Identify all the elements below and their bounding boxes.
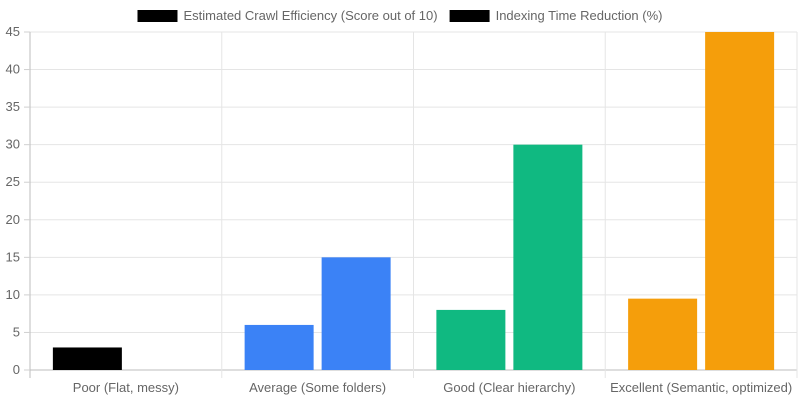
- y-tick-label: 35: [6, 99, 20, 114]
- bar-series-1-category-4: [628, 298, 698, 370]
- legend-label-series-2: Indexing Time Reduction (%): [496, 8, 663, 23]
- legend-label-series-1: Estimated Crawl Efficiency (Score out of…: [183, 8, 437, 23]
- legend-swatch-series-2: [449, 10, 490, 22]
- y-tick-label: 30: [6, 137, 20, 152]
- y-tick-label: 40: [6, 62, 20, 77]
- bar-series-1-category-2: [244, 324, 314, 370]
- chart-legend: Estimated Crawl Efficiency (Score out of…: [137, 8, 663, 23]
- y-tick-label: 15: [6, 249, 20, 264]
- y-axis: 0 5 10 15 20 25 30 35 40 45: [6, 24, 30, 377]
- x-tick-label: Good (Clear hierarchy): [443, 380, 575, 395]
- y-tick-label: 25: [6, 174, 20, 189]
- x-tick-label: Excellent (Semantic, optimized): [610, 380, 792, 395]
- chart-bars: [52, 32, 775, 370]
- bar-series-2-category-3: [513, 144, 583, 370]
- y-tick-label: 5: [13, 324, 20, 339]
- bar-series-2-category-4: [705, 32, 775, 370]
- bar-series-1-category-1: [52, 347, 122, 370]
- chart-grid: [29, 31, 798, 378]
- y-tick-label: 0: [13, 362, 20, 377]
- bar-series-1-category-3: [436, 309, 506, 370]
- x-tick-label: Poor (Flat, messy): [73, 380, 179, 395]
- legend-swatch-series-1: [137, 10, 178, 22]
- x-axis: Poor (Flat, messy) Average (Some folders)…: [73, 380, 792, 395]
- bar-series-2-category-2: [321, 257, 391, 370]
- y-tick-label: 20: [6, 212, 20, 227]
- y-tick-label: 45: [6, 24, 20, 39]
- x-tick-label: Average (Some folders): [249, 380, 386, 395]
- y-tick-label: 10: [6, 287, 20, 302]
